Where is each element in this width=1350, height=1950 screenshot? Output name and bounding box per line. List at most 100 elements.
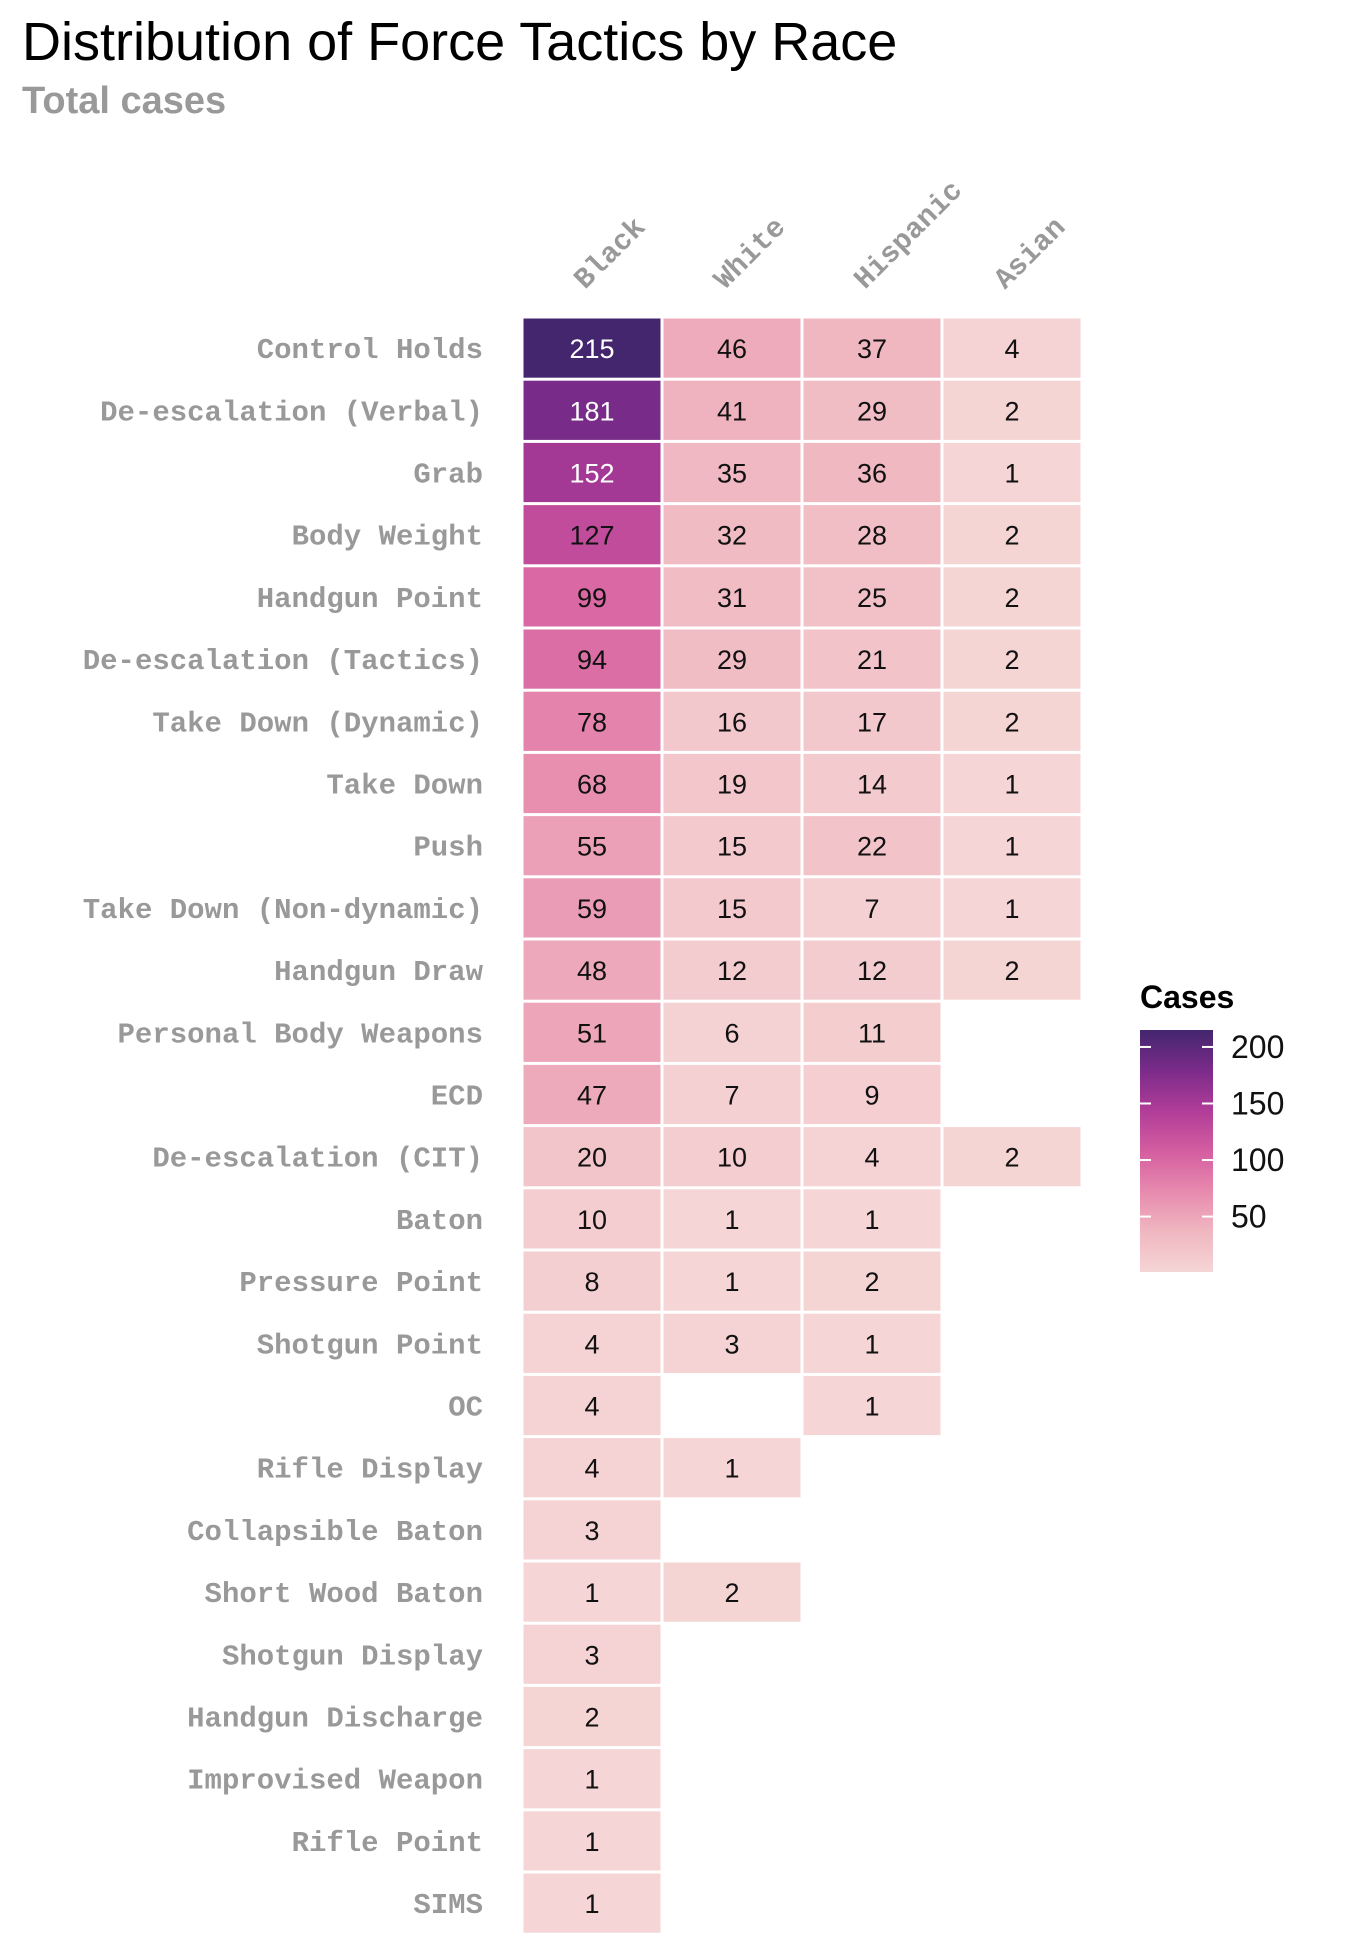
heatmap-cell [663,380,801,440]
heatmap-cell [943,318,1081,378]
heatmap-cell [663,1251,801,1311]
cell-value-label: 12 [857,956,887,986]
row-label: Personal Body Weapons [118,1018,483,1051]
heatmap-cell [943,505,1081,565]
cell-value-label: 2 [1004,956,1019,986]
row-label: Handgun Point [257,583,483,616]
cell-value-label: 6 [724,1018,739,1048]
heatmap-cell [803,1375,941,1436]
heatmap-cell [523,1127,661,1187]
cell-value-label: 3 [724,1329,739,1359]
heatmap-cell [803,1064,941,1125]
cell-value-label: 1 [724,1205,739,1235]
legend-tick-label: 150 [1231,1086,1284,1122]
cell-value-label: 4 [1004,334,1019,364]
cell-value-label: 1 [864,1205,879,1235]
heatmap-cell [803,1313,941,1373]
heatmap-cell [523,816,661,876]
heatmap-cell [663,1313,801,1373]
heatmap-cell [803,318,941,378]
cell-value-label: 35 [717,459,747,489]
heatmap-cell [523,629,661,689]
heatmap-cell [523,380,661,440]
heatmap-cell [523,1189,661,1249]
heatmap-cell [663,505,801,565]
row-label: Pressure Point [239,1267,483,1300]
heatmap-cell [663,1189,801,1249]
row-label: Rifle Point [292,1827,483,1860]
heatmap-cell [803,380,941,440]
heatmap-cell [803,1189,941,1249]
cell-value-label: 9 [864,1081,879,1111]
row-label: Take Down (Non-dynamic) [83,894,483,927]
heatmap-cell [523,1438,661,1498]
row-label: Handgun Discharge [187,1703,483,1736]
cell-value-label: 4 [584,1392,599,1422]
row-label: De-escalation (Tactics) [83,645,483,678]
cell-value-label: 2 [864,1267,879,1297]
row-label: ECD [431,1081,483,1114]
cell-value-label: 10 [717,1143,747,1173]
cell-value-label: 1 [1004,459,1019,489]
heatmap-cell [803,629,941,689]
heatmap-cell [523,1375,661,1436]
heatmap-cell [943,567,1081,627]
heatmap-cell [523,1002,661,1062]
row-label: Handgun Draw [274,956,483,989]
row-label: Short Wood Baton [205,1578,483,1611]
cell-value-label: 32 [717,521,747,551]
column-label: Asian [988,212,1073,297]
cell-value-label: 215 [569,334,614,364]
heatmap-cell [663,753,801,814]
row-label: Push [413,832,483,865]
cell-value-label: 7 [724,1081,739,1111]
heatmap-cell [523,1562,661,1622]
chart-subtitle: Total cases [22,80,226,122]
cell-value-label: 2 [1004,645,1019,675]
column-labels: Black White Hispanic Asian [568,175,1073,297]
cell-value-label: 99 [577,583,607,613]
cell-value-label: 1 [864,1329,879,1359]
heatmap-cell [523,940,661,1000]
heatmap-cell [803,691,941,751]
legend-tick-label: 100 [1231,1142,1284,1178]
heatmap-cell [663,816,801,876]
cell-value-label: 1 [584,1765,599,1795]
cell-value-label: 48 [577,956,607,986]
heatmap-cell [663,1562,801,1622]
cell-value-label: 1 [1004,832,1019,862]
cell-value-label: 3 [584,1516,599,1546]
column-label: Hispanic [848,175,970,297]
legend-tick-label: 50 [1231,1199,1267,1235]
heatmap-cell [943,629,1081,689]
column-label: Black [568,212,653,297]
cell-value-label: 2 [1004,1143,1019,1173]
cell-value-label: 15 [717,894,747,924]
cell-value-label: 22 [857,832,887,862]
cell-value-label: 21 [857,645,887,675]
heatmap-cell [523,1064,661,1125]
cell-value-label: 152 [569,459,614,489]
row-labels: Control Holds De-escalation (Verbal) Grab B… [83,334,484,1922]
heatmap-cell [663,318,801,378]
cell-value-label: 55 [577,832,607,862]
cell-value-label: 29 [857,396,887,426]
heatmap-cell [803,505,941,565]
heatmap-cell [943,940,1081,1000]
cell-value-label: 1 [724,1454,739,1484]
cell-value-label: 20 [577,1143,607,1173]
legend: Cases 50 100 150 200 [1140,979,1284,1272]
row-label: Control Holds [257,334,483,367]
heatmap-cell [803,567,941,627]
heatmap-cell [943,380,1081,440]
heatmap-cell [943,753,1081,814]
cell-value-label: 94 [577,645,607,675]
row-label: De-escalation (Verbal) [100,396,483,429]
heatmap-cell [803,442,941,503]
cell-value-label: 68 [577,770,607,800]
cell-value-label: 25 [857,583,887,613]
heatmap-cell [523,442,661,503]
cell-value-label: 4 [584,1329,599,1359]
heatmap-cell [523,1811,661,1871]
heatmap-cell [943,878,1081,938]
